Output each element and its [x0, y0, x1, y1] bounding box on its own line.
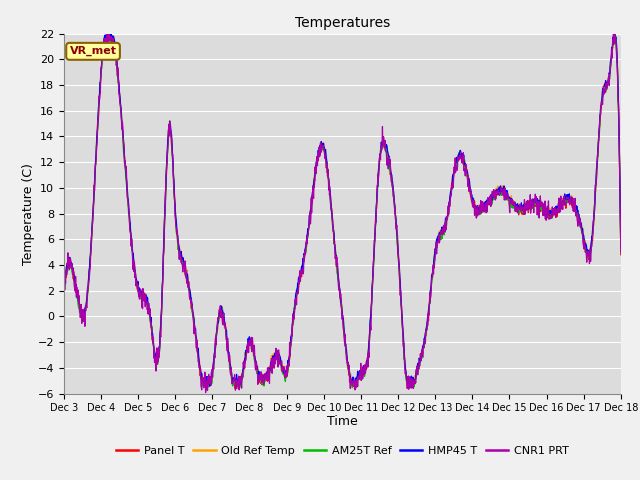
AM25T Ref — [429, 269, 437, 275]
CNR1 PRT — [60, 290, 68, 296]
Old Ref Temp — [171, 193, 179, 199]
HMP45 T — [60, 283, 68, 289]
HMP45 T — [184, 282, 192, 288]
HMP45 T — [617, 243, 625, 249]
Y-axis label: Temperature (C): Temperature (C) — [22, 163, 35, 264]
Old Ref Temp — [617, 247, 625, 253]
CNR1 PRT — [202, 390, 209, 396]
CNR1 PRT — [170, 193, 178, 199]
HMP45 T — [206, 383, 214, 389]
Panel T — [171, 197, 179, 203]
AM25T Ref — [184, 281, 191, 287]
Panel T — [404, 386, 412, 392]
HMP45 T — [502, 188, 510, 194]
CNR1 PRT — [429, 264, 437, 270]
AM25T Ref — [170, 193, 178, 199]
Panel T — [502, 197, 510, 203]
Old Ref Temp — [502, 189, 510, 195]
Title: Temperatures: Temperatures — [295, 16, 390, 30]
Legend: Panel T, Old Ref Temp, AM25T Ref, HMP45 T, CNR1 PRT: Panel T, Old Ref Temp, AM25T Ref, HMP45 … — [112, 441, 573, 460]
Line: AM25T Ref: AM25T Ref — [64, 36, 621, 388]
Panel T — [552, 210, 559, 216]
HMP45 T — [171, 198, 179, 204]
Panel T — [184, 281, 192, 287]
Line: Panel T: Panel T — [64, 36, 621, 389]
X-axis label: Time: Time — [327, 415, 358, 428]
Line: HMP45 T: HMP45 T — [64, 33, 621, 386]
Panel T — [60, 288, 68, 293]
CNR1 PRT — [184, 280, 191, 286]
Panel T — [109, 34, 117, 39]
Old Ref Temp — [202, 383, 210, 388]
AM25T Ref — [246, 337, 254, 343]
Old Ref Temp — [429, 264, 437, 269]
HMP45 T — [247, 338, 255, 344]
Line: CNR1 PRT: CNR1 PRT — [64, 32, 621, 393]
Old Ref Temp — [247, 339, 255, 345]
HMP45 T — [107, 30, 115, 36]
AM25T Ref — [551, 212, 559, 218]
Old Ref Temp — [184, 279, 192, 285]
Old Ref Temp — [552, 209, 559, 215]
AM25T Ref — [617, 247, 625, 253]
CNR1 PRT — [611, 29, 619, 35]
AM25T Ref — [612, 34, 620, 39]
Text: VR_met: VR_met — [70, 46, 116, 57]
Old Ref Temp — [109, 33, 117, 38]
Panel T — [617, 252, 625, 258]
CNR1 PRT — [246, 336, 254, 341]
CNR1 PRT — [617, 249, 625, 254]
AM25T Ref — [348, 385, 356, 391]
CNR1 PRT — [551, 205, 559, 211]
Panel T — [246, 341, 254, 347]
CNR1 PRT — [502, 191, 509, 197]
AM25T Ref — [60, 288, 68, 294]
HMP45 T — [429, 262, 437, 267]
Panel T — [429, 265, 437, 271]
AM25T Ref — [502, 192, 509, 198]
Line: Old Ref Temp: Old Ref Temp — [64, 36, 621, 385]
HMP45 T — [552, 207, 559, 213]
Old Ref Temp — [60, 284, 68, 290]
